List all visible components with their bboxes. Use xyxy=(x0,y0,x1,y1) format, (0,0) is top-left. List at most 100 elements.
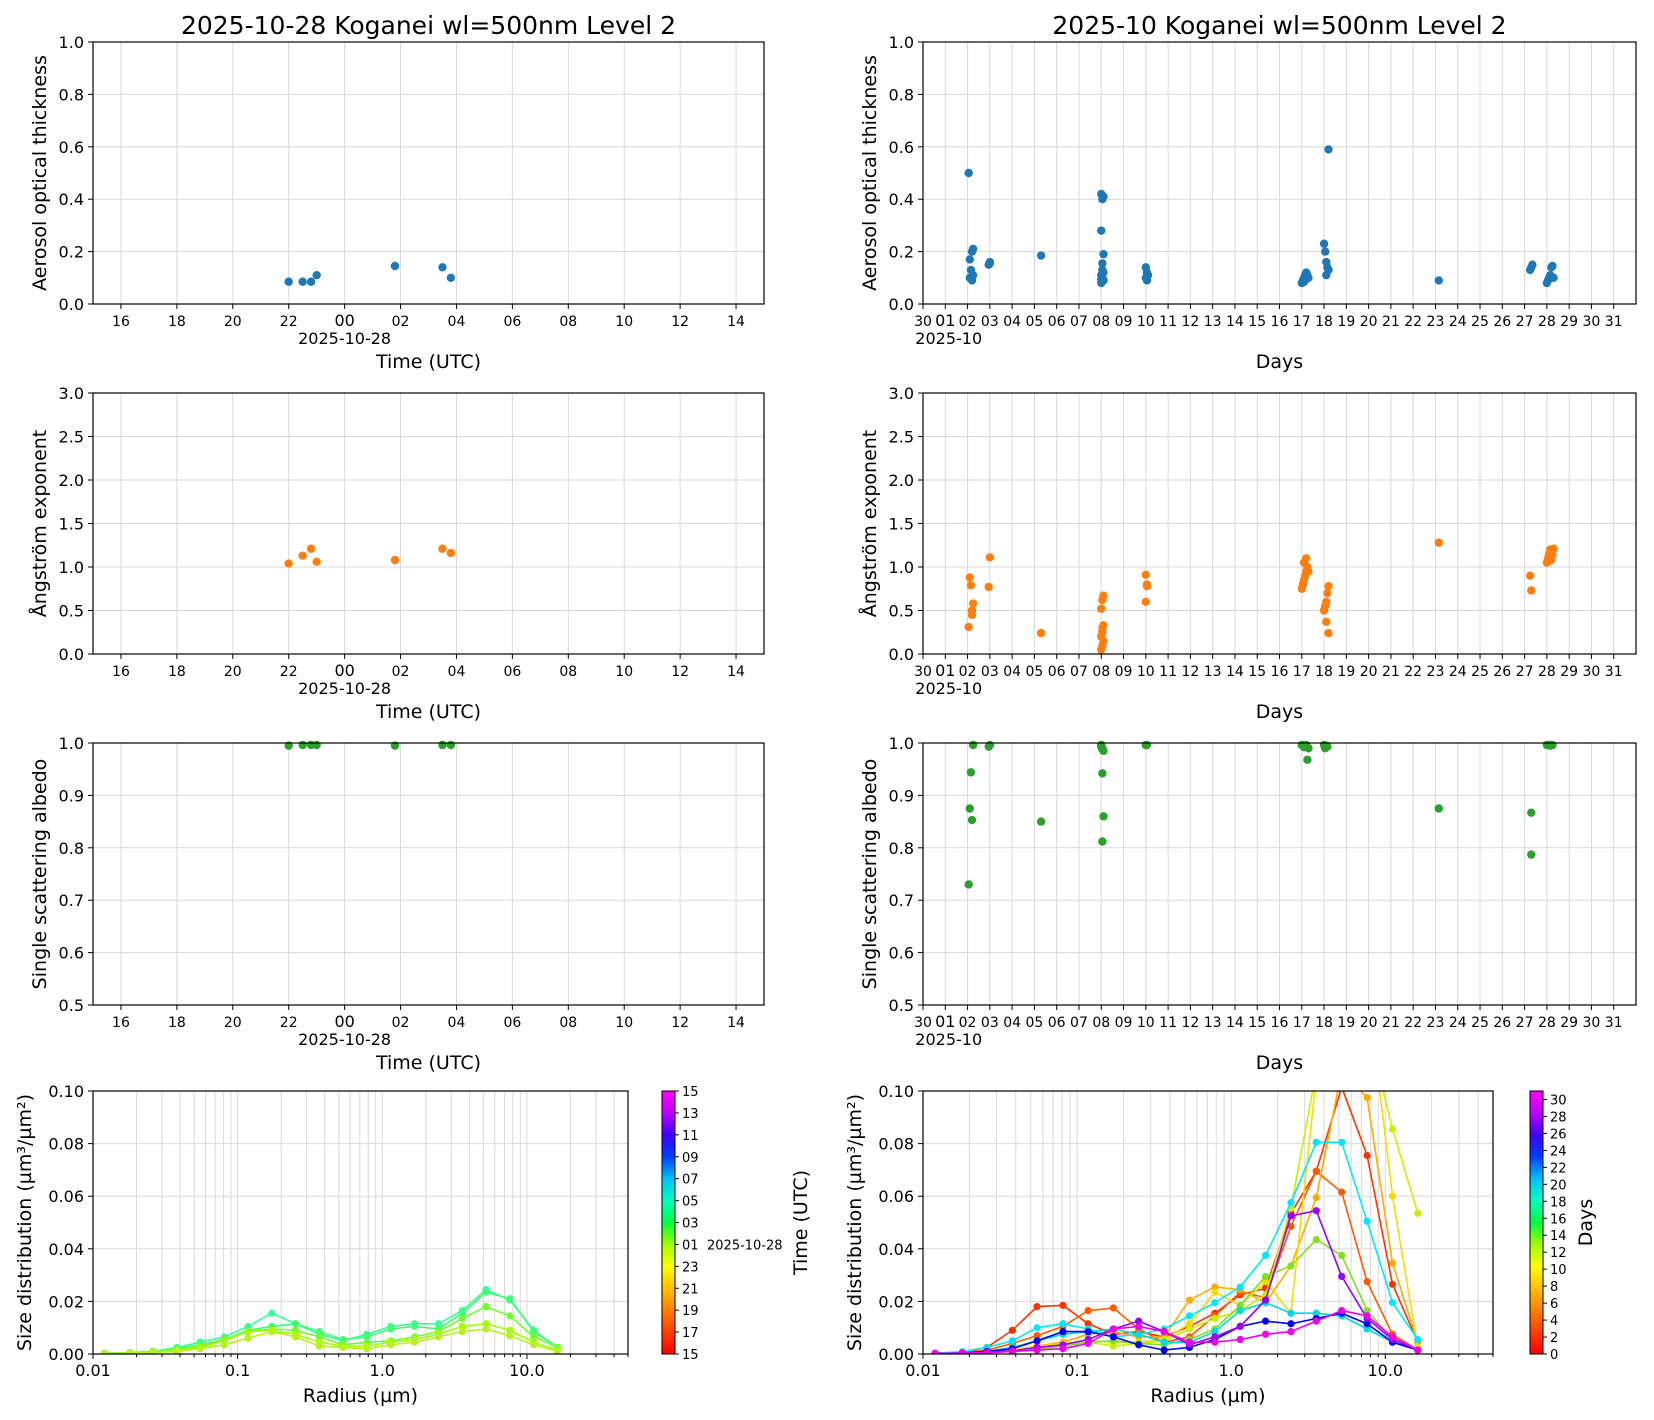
data-point xyxy=(446,548,456,558)
data-point xyxy=(1033,1337,1041,1345)
data-point xyxy=(482,1288,490,1296)
colorbar-label: Time (UTC) xyxy=(790,1170,812,1276)
data-point xyxy=(284,559,293,568)
data-point xyxy=(100,1349,109,1354)
data-point xyxy=(1338,1068,1345,1075)
colorbar-tick-label: 15 xyxy=(682,1348,699,1363)
x-tick-label: 0.01 xyxy=(75,1361,111,1380)
x-tick-label: 14 xyxy=(727,664,745,680)
data-point xyxy=(1363,1320,1371,1328)
data-point xyxy=(1363,1312,1371,1320)
series-line xyxy=(104,1328,558,1354)
data-point xyxy=(1287,1199,1295,1207)
x-tick-label: 02 xyxy=(959,664,977,680)
data-point xyxy=(1312,1193,1320,1202)
series-group xyxy=(100,1285,562,1354)
x-tick-label: 10 xyxy=(1137,1015,1155,1031)
data-point xyxy=(291,1320,300,1328)
x-tick-label: 15 xyxy=(1248,664,1266,680)
x-tick-label: 12 xyxy=(671,664,689,680)
data-point xyxy=(149,1348,157,1354)
data-point xyxy=(196,1345,204,1353)
data-point xyxy=(506,1326,514,1334)
data-point xyxy=(1236,1307,1244,1315)
series-line xyxy=(935,1169,1419,1354)
data-point xyxy=(315,1328,323,1336)
colorbar-tick-label: 8 xyxy=(1550,1280,1558,1295)
data-point xyxy=(1287,1320,1295,1328)
x-tick-label: 25 xyxy=(1471,314,1489,330)
x-tick-label: 00 xyxy=(334,1012,354,1031)
x-tick-label: 24 xyxy=(1449,664,1467,680)
data-point xyxy=(1211,1328,1219,1336)
y-tick-label: 0.8 xyxy=(889,85,914,104)
x-tick-label: 03 xyxy=(981,314,999,330)
x-tick-label: 21 xyxy=(1382,664,1400,680)
data-point xyxy=(1388,1299,1397,1307)
data-point xyxy=(434,1333,442,1341)
series-line xyxy=(935,1209,1419,1354)
x-tick-label: 31 xyxy=(1605,1015,1623,1031)
data-point xyxy=(985,553,995,562)
x-axis-label: Time (UTC) xyxy=(375,701,481,723)
colorbar-tick-label: 6 xyxy=(1550,1297,1558,1312)
panel-aot_month: 0.00.20.40.60.81.030 01 02 03 04 05 06 07 08 09 10… xyxy=(859,11,1637,373)
data-point xyxy=(1414,1346,1422,1354)
data-point xyxy=(1211,1299,1219,1307)
data-point xyxy=(1084,1328,1092,1336)
data-point xyxy=(298,551,307,560)
x-tick-label: 17 xyxy=(1293,314,1311,330)
chart-title: 2025-10-28 Koganei wl=500nm Level 2 xyxy=(181,11,676,40)
data-point xyxy=(1008,1326,1016,1334)
y-axis-label: Size distribution (µm³/µm²) xyxy=(14,1094,36,1351)
y-tick-label: 0.0 xyxy=(889,295,914,314)
x-tick-label: 30 xyxy=(1583,1015,1601,1031)
colorbar-tick-label: 16 xyxy=(1550,1212,1567,1227)
panel-alpha_day: 0.0 0.5 1.0 1.5 2.0 2.5 3.0 16 18 20 22 00 02 04 06 08 1… xyxy=(28,384,765,723)
data-point xyxy=(339,1343,347,1352)
data-point xyxy=(1211,1288,1219,1296)
data-point xyxy=(1287,1309,1295,1317)
data-point xyxy=(1388,1280,1397,1288)
plot-frame xyxy=(92,392,765,655)
data-point xyxy=(1414,1209,1422,1217)
plot-frame xyxy=(922,392,1637,655)
data-point xyxy=(1323,742,1332,751)
data-point xyxy=(1099,250,1108,259)
plot-frame xyxy=(92,742,765,1006)
data-point xyxy=(1312,1138,1320,1146)
data-point xyxy=(1211,1283,1219,1291)
data-point xyxy=(244,1334,252,1342)
x-offset-label: 2025-10-28 xyxy=(298,1030,391,1049)
x-tick-label: 12 xyxy=(671,314,689,330)
x-tick-label: 13 xyxy=(1204,664,1222,680)
data-point xyxy=(1320,247,1330,256)
data-point xyxy=(1135,1330,1143,1338)
x-tick-label: 23 xyxy=(1427,314,1445,330)
data-point xyxy=(1098,265,1107,275)
colorbar-tick-label: 07 xyxy=(682,1173,699,1188)
y-axis-label: Size distribution (µm³/µm²) xyxy=(844,1094,866,1351)
data-point xyxy=(967,606,977,615)
data-point xyxy=(1363,1217,1371,1225)
data-point xyxy=(1338,969,1345,976)
data-point xyxy=(1211,1333,1219,1341)
x-tick-label: 08 xyxy=(559,1015,577,1031)
x-tick-label: 04 xyxy=(448,664,466,680)
y-tick-label: 0.0 xyxy=(59,295,84,314)
data-point xyxy=(1135,1341,1143,1349)
data-point xyxy=(1324,581,1333,591)
data-point xyxy=(1261,1317,1270,1325)
x-tick-label: 23 xyxy=(1427,664,1445,680)
x-axis-label: Time (UTC) xyxy=(375,1052,481,1074)
y-tick-label: 0.5 xyxy=(59,996,84,1015)
y-tick-label: 0.08 xyxy=(48,1135,84,1154)
data-point xyxy=(553,1347,562,1354)
data-point xyxy=(1160,1328,1168,1336)
x-tick-label: 10.0 xyxy=(509,1361,545,1380)
data-point xyxy=(1434,276,1444,285)
x-tick-label: 14 xyxy=(727,314,745,330)
x-tick-label: 22 xyxy=(1404,314,1422,330)
x-tick-label: 19 xyxy=(1337,314,1355,330)
x-tick-label: 30 xyxy=(914,664,932,680)
